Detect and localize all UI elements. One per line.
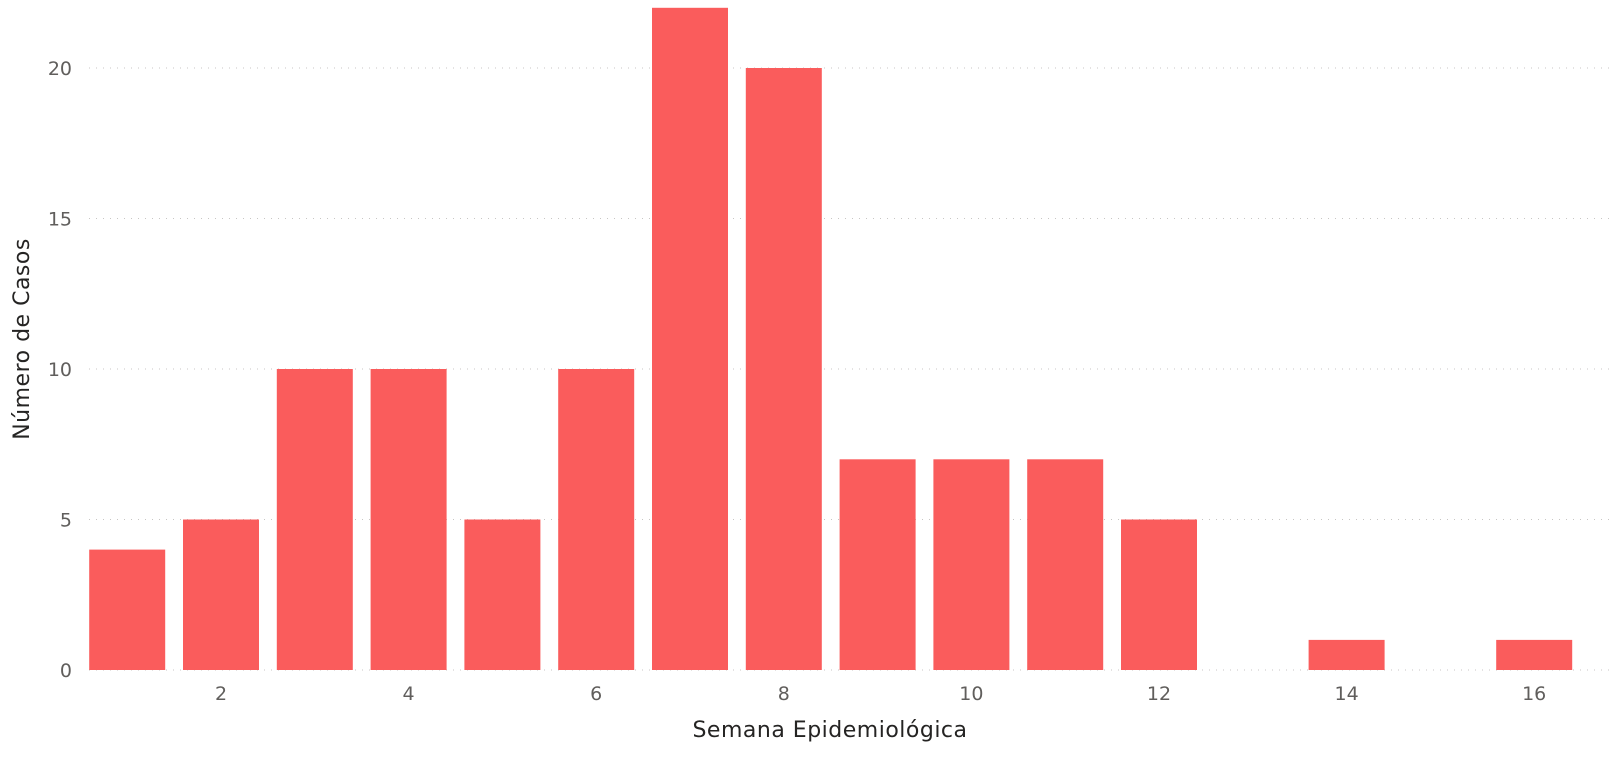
bar-week-9[interactable] [839, 459, 916, 670]
y-axis-title: Número de Casos [10, 238, 35, 440]
x-tick-label: 16 [1522, 683, 1546, 705]
bar-week-14[interactable] [1308, 639, 1385, 670]
y-tick-label: 0 [60, 660, 72, 682]
bar-week-3[interactable] [276, 369, 353, 670]
bar-week-10[interactable] [933, 459, 1010, 670]
x-tick-label: 12 [1147, 683, 1171, 705]
y-tick-label: 20 [48, 58, 72, 80]
bar-week-6[interactable] [558, 369, 635, 670]
bar-week-16[interactable] [1496, 639, 1573, 670]
y-tick-label: 15 [48, 209, 72, 231]
bar-week-5[interactable] [464, 519, 541, 671]
bar-week-11[interactable] [1027, 459, 1104, 670]
bar-week-2[interactable] [183, 519, 259, 671]
bar-week-8[interactable] [745, 68, 822, 670]
y-axis-ticks: 0 5 10 15 20 [48, 58, 72, 682]
x-tick-label: 10 [959, 683, 983, 705]
x-tick-label: 4 [403, 683, 415, 705]
x-axis-title: Semana Epidemiológica [692, 718, 967, 743]
x-tick-label: 14 [1335, 683, 1359, 705]
y-tick-label: 5 [60, 510, 72, 532]
x-tick-label: 6 [590, 683, 602, 705]
x-tick-label: 8 [778, 683, 790, 705]
bars [89, 7, 1573, 671]
bar-week-7[interactable] [652, 7, 728, 671]
x-axis-ticks: 2 4 6 8 10 12 14 16 [215, 683, 1546, 705]
bar-week-1[interactable] [89, 549, 166, 670]
y-tick-label: 10 [48, 359, 72, 381]
x-tick-label: 2 [215, 683, 227, 705]
bar-week-12[interactable] [1121, 519, 1197, 671]
bar-week-4[interactable] [370, 369, 447, 670]
